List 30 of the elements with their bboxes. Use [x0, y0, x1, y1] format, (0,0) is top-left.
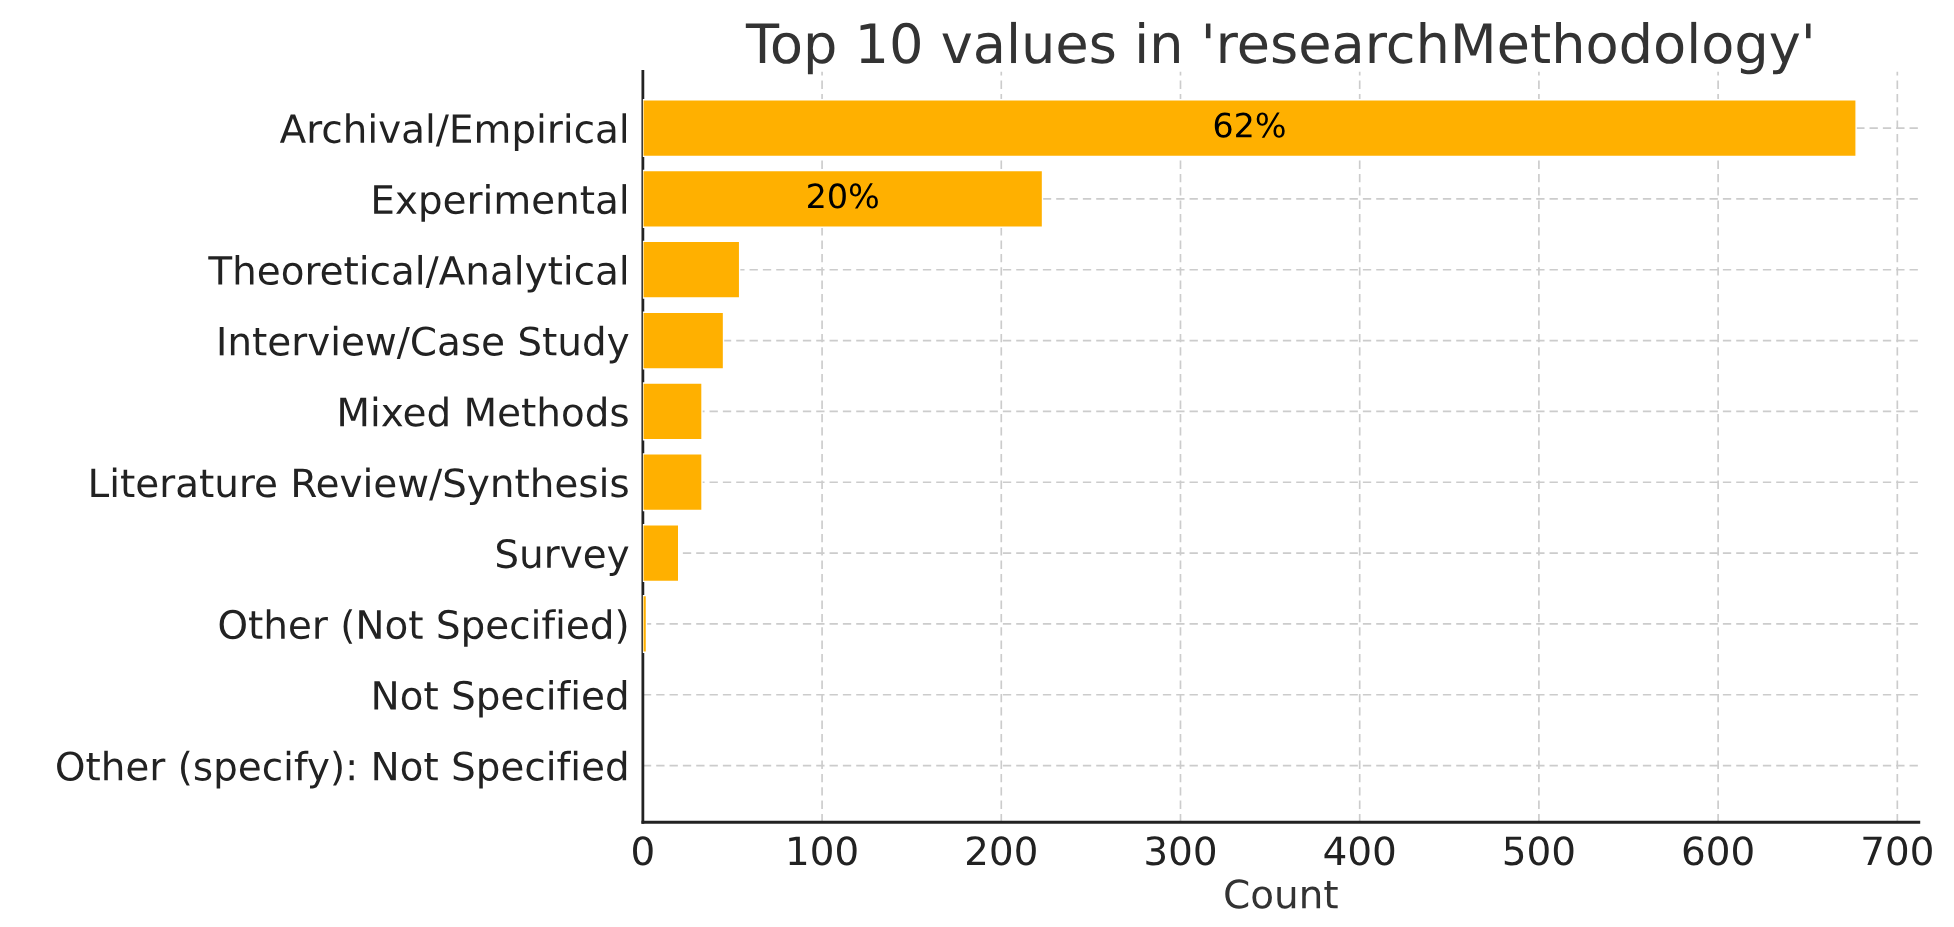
bar [642, 169, 1044, 228]
y-tick-label: Survey [496, 538, 629, 576]
y-tick-label: Literature Review/Synthesis [91, 467, 628, 506]
x-tick-label: 300 [1146, 836, 1216, 866]
bar [642, 311, 725, 370]
bar [642, 594, 648, 653]
x-tick-label: 700 [1863, 836, 1932, 866]
x-tick-label: 600 [1683, 836, 1753, 866]
bar [642, 99, 1857, 158]
bar [642, 524, 680, 583]
y-tick-label: Archival/Empirical [279, 113, 627, 151]
y-tick-label: Theoretical/Analytical [208, 254, 627, 293]
y-tick-label: Interview/Case Study [219, 325, 629, 364]
x-tick-label: 200 [967, 836, 1036, 866]
y-tick-label: Other (specify): Not Specified [57, 750, 627, 789]
bar [642, 453, 703, 512]
annotation: 62% [1214, 112, 1285, 138]
x-axis-title: Count [1225, 879, 1338, 909]
x-tick-label: 400 [1324, 836, 1395, 866]
y-tick-label: Mixed Methods [340, 396, 628, 427]
y-tick-label: Other (Not Specified) [219, 609, 627, 647]
y-tick-label: Experimental [374, 184, 627, 222]
bar [642, 240, 741, 299]
x-tick-label: 100 [789, 836, 857, 866]
y-tick-label: Not Specified [374, 679, 627, 718]
chart-title: Top 10 values in 'researchMethodology' [745, 21, 1811, 75]
bar [642, 382, 703, 441]
x-tick-label: 0 [633, 836, 653, 866]
annotation: 20% [808, 183, 878, 209]
x-tick-label: 500 [1504, 836, 1574, 866]
